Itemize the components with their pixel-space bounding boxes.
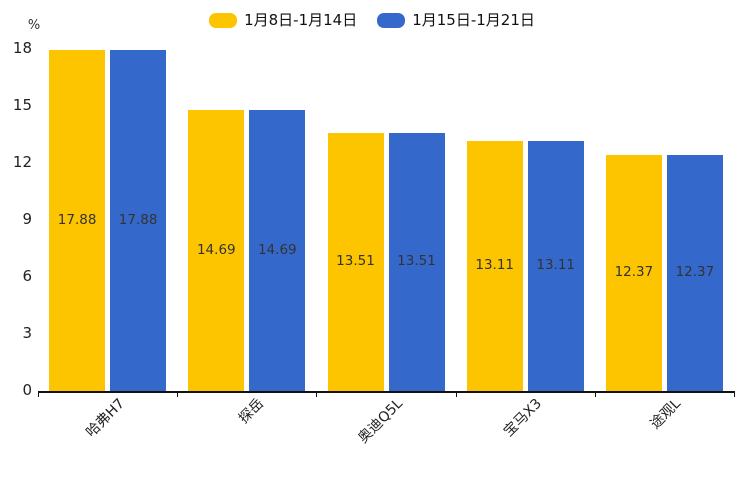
bar-value-label: 12.37	[614, 264, 654, 281]
bar-series2-奥迪Q5L[interactable]	[388, 132, 445, 391]
x-axis-line	[38, 391, 734, 393]
bar-series1-哈弗H7[interactable]	[49, 49, 106, 391]
bar-series2-途观L[interactable]	[666, 154, 723, 391]
bar-value-label: 13.51	[397, 253, 436, 270]
y-axis-tick-label: 0	[22, 381, 32, 399]
y-axis-tick-label: 6	[22, 266, 32, 285]
bar-series1-探岳[interactable]	[188, 110, 245, 391]
legend-item-week2[interactable]: 1月15日-1月21日	[377, 8, 535, 32]
y-axis-tick-label: 9	[22, 209, 32, 228]
legend: 1月8日-1月14日 1月15日-1月21日	[0, 8, 744, 32]
x-axis-category-label: 哈弗H7	[82, 395, 128, 441]
x-axis-category-label: 探岳	[235, 395, 267, 427]
legend-swatch-week2-icon	[377, 12, 406, 28]
bar-value-label: 14.69	[257, 242, 297, 259]
bar-value-label: 13.51	[336, 253, 375, 270]
bar-series2-哈弗H7[interactable]	[110, 49, 167, 391]
x-axis-tick	[455, 391, 457, 397]
legend-swatch-week1-icon	[209, 12, 238, 28]
x-axis-tick	[316, 391, 318, 397]
bar-series2-宝马X3[interactable]	[527, 140, 584, 391]
y-axis-tick-label: 3	[22, 323, 32, 342]
x-axis-tick	[594, 391, 596, 397]
bar-series1-途观L[interactable]	[605, 154, 662, 391]
bar-value-label: 14.69	[196, 242, 236, 259]
bar-value-label: 12.37	[675, 264, 715, 281]
x-axis-category-label: 奥迪Q5L	[355, 395, 407, 447]
legend-label-week2: 1月15日-1月21日	[412, 11, 535, 29]
bar-value-label: 17.88	[57, 211, 97, 228]
legend-item-week1[interactable]: 1月8日-1月14日	[209, 8, 357, 32]
y-axis-tick-label: 12	[12, 152, 32, 171]
y-axis-tick-label: 15	[12, 95, 32, 114]
bar-series1-奥迪Q5L[interactable]	[327, 132, 384, 391]
x-axis-category-label: 途观L	[647, 395, 685, 433]
bar-series2-探岳[interactable]	[249, 110, 306, 391]
y-axis-unit-label: %	[27, 18, 41, 33]
x-axis-tick	[734, 391, 735, 397]
y-axis-tick-label: 18	[12, 38, 32, 57]
bar-series1-宝马X3[interactable]	[466, 140, 523, 391]
legend-label-week1: 1月8日-1月14日	[244, 11, 358, 29]
bar-value-label: 17.88	[118, 211, 158, 228]
x-axis-tick	[177, 391, 179, 397]
x-axis-tick	[38, 391, 39, 397]
bar-value-label: 13.11	[475, 257, 515, 274]
x-axis-category-label: 宝马X3	[501, 395, 546, 440]
bar-value-label: 13.11	[536, 257, 576, 274]
